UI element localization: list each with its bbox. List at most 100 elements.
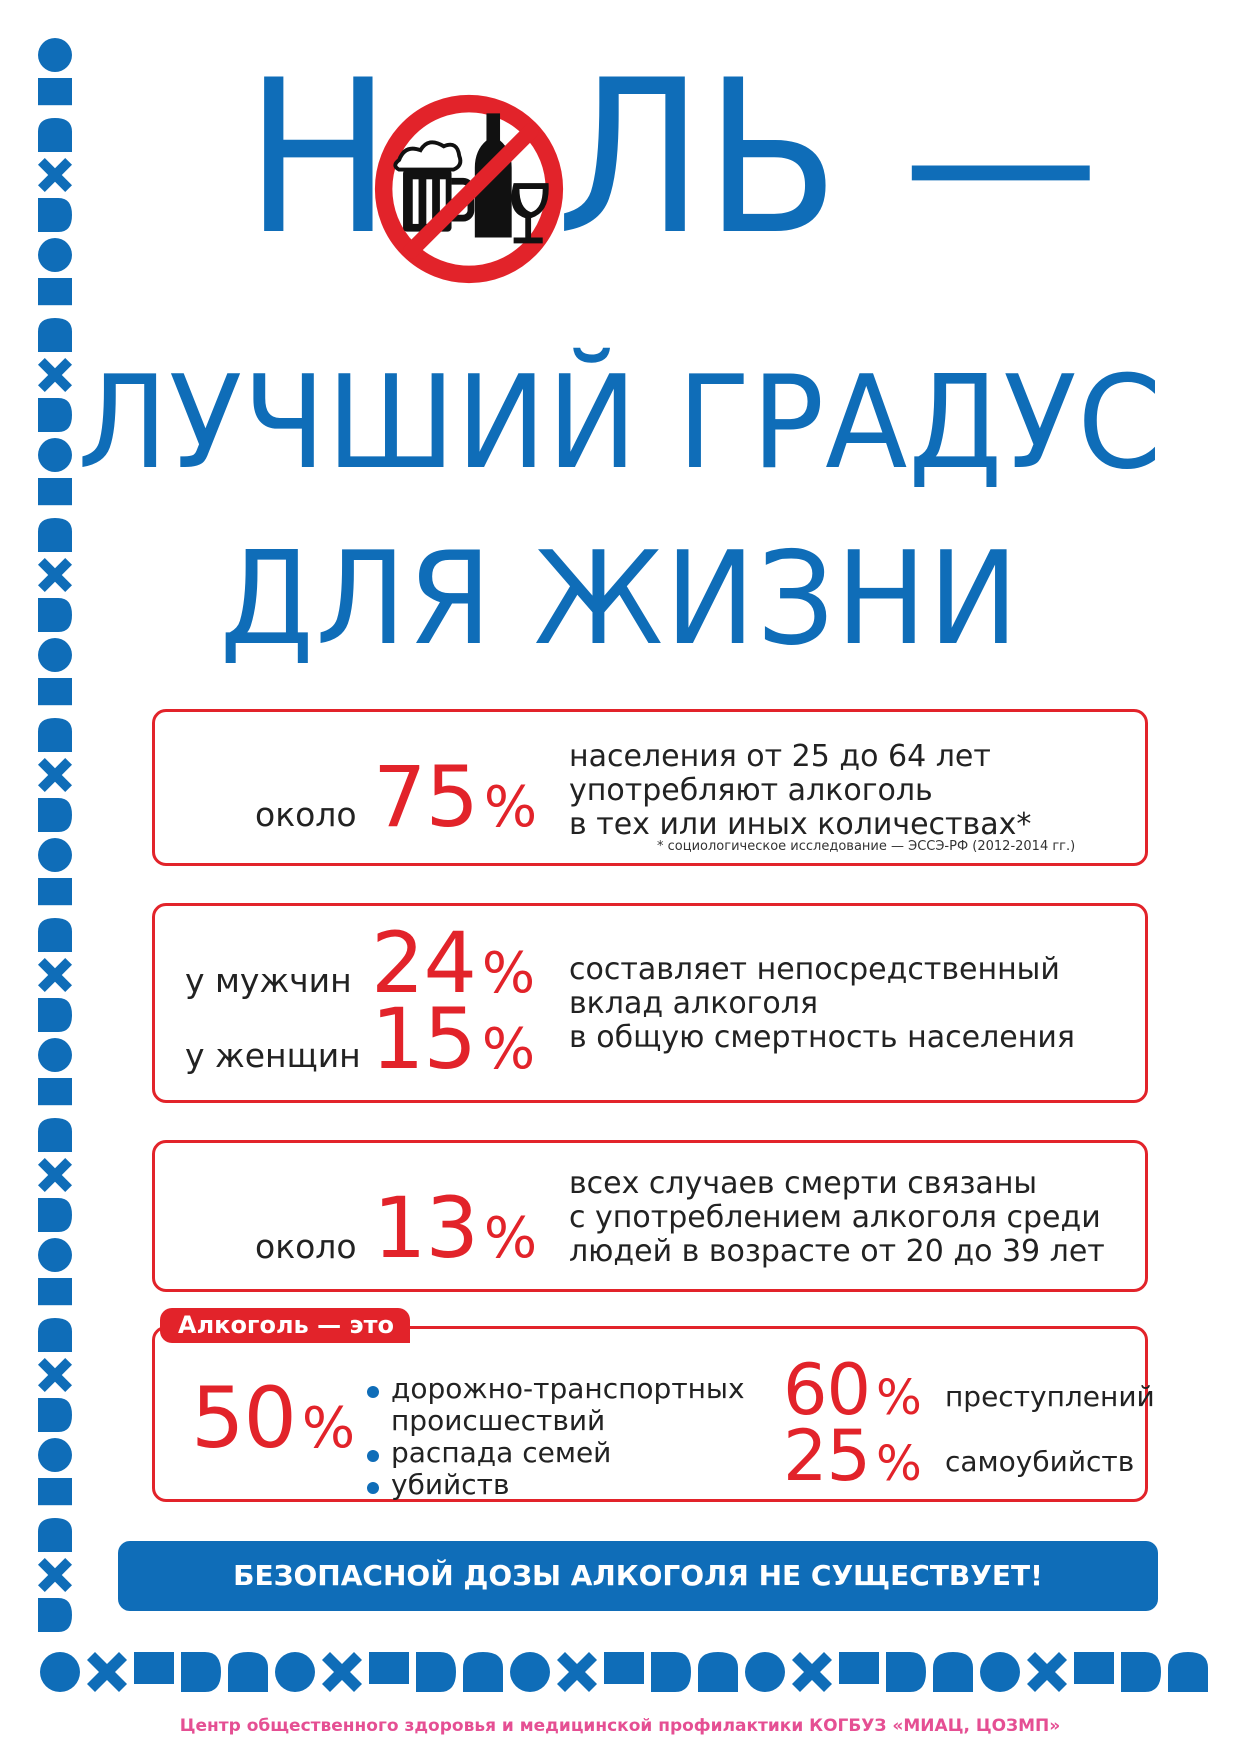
border-shape	[38, 958, 72, 992]
stat-box-alcohol-is: 50% дорожно-транспортных происшествий ра…	[152, 1326, 1155, 1502]
footer-organization: Центр общественного здоровья и медицинск…	[179, 1716, 1061, 1736]
border-shape	[38, 1118, 72, 1152]
stat-value: 13%	[373, 1179, 537, 1277]
border-shape	[463, 1652, 503, 1692]
border-shape	[134, 1652, 174, 1684]
stat-prefix: около	[255, 795, 357, 834]
border-shape	[38, 238, 72, 272]
border-shape	[38, 1358, 72, 1392]
border-shape	[886, 1652, 926, 1692]
title-rest: ЛЬ —	[556, 34, 1100, 281]
border-shape	[38, 1078, 72, 1106]
warning-banner: БЕЗОПАСНОЙ ДОЗЫ АЛКОГОЛЯ НЕ СУЩЕСТВУЕТ!	[118, 1541, 1158, 1611]
border-shape	[369, 1652, 409, 1684]
border-shape	[38, 478, 72, 506]
border-shape	[38, 678, 72, 706]
border-shape	[38, 878, 72, 906]
men-value: 24%	[371, 914, 535, 1012]
border-shape	[38, 758, 72, 792]
decorative-left-border	[38, 38, 72, 1632]
stat-description: составляет непосредственный вклад алкого…	[569, 952, 1075, 1055]
border-shape	[38, 718, 72, 752]
border-shape	[698, 1652, 738, 1692]
stat-box-mortality: у мужчин 24% у женщин 15% составляет неп…	[152, 903, 1148, 1103]
border-shape	[38, 1038, 72, 1072]
border-shape	[38, 1478, 72, 1506]
crimes-label: преступлений	[945, 1380, 1155, 1413]
border-shape	[40, 1652, 80, 1692]
border-shape	[38, 1158, 72, 1192]
border-shape	[38, 438, 72, 472]
border-shape	[1074, 1652, 1114, 1684]
border-shape	[745, 1652, 785, 1692]
stat-box-75: около 75% населения от 25 до 64 лет упот…	[152, 709, 1148, 866]
list-item: распада семей	[367, 1437, 745, 1469]
border-shape	[38, 38, 72, 72]
border-shape	[38, 78, 72, 106]
border-shape	[38, 358, 72, 392]
border-shape	[38, 1558, 72, 1592]
list-item: убийств	[367, 1469, 745, 1501]
stat-description: всех случаев смерти связаны с употреблен…	[569, 1166, 1105, 1269]
border-shape	[38, 278, 72, 306]
border-shape	[38, 118, 72, 152]
border-shape	[1121, 1652, 1161, 1692]
footnote: * социологическое исследование — ЭССЭ-РФ…	[657, 839, 1076, 854]
border-shape	[38, 398, 72, 432]
border-shape	[38, 638, 72, 672]
border-shape	[38, 918, 72, 952]
border-shape	[38, 998, 72, 1032]
wine-glass-icon	[511, 183, 549, 244]
stat-description: населения от 25 до 64 лет употребляют ал…	[569, 739, 1032, 842]
border-shape	[38, 1318, 72, 1352]
stat-box-13: около 13% всех случаев смерти связаны с …	[152, 1140, 1148, 1292]
title-line-1: Н ЛЬ —	[0, 52, 1240, 264]
border-shape	[933, 1652, 973, 1692]
border-shape	[38, 558, 72, 592]
border-shape	[38, 798, 72, 832]
border-shape	[38, 318, 72, 352]
border-shape	[604, 1652, 644, 1684]
border-shape	[1168, 1652, 1208, 1692]
stat-prefix: около	[255, 1227, 357, 1266]
stat-value: 75%	[373, 748, 537, 846]
border-shape	[181, 1652, 221, 1692]
border-shape	[87, 1652, 127, 1692]
decorative-bottom-border	[40, 1652, 1208, 1692]
suicides-value: 25%	[783, 1415, 922, 1497]
title-line-3: ДЛЯ ЖИЗНИ	[219, 525, 1021, 674]
border-shape	[38, 1238, 72, 1272]
border-shape	[792, 1652, 832, 1692]
border-shape	[38, 1278, 72, 1306]
title-letter-h: Н	[245, 34, 392, 281]
list-item-continued: происшествий	[391, 1404, 606, 1437]
title-line-2: ЛУЧШИЙ ГРАДУС	[77, 349, 1163, 498]
border-shape	[38, 1598, 72, 1632]
crimes-value: 60%	[783, 1349, 922, 1431]
border-shape	[557, 1652, 597, 1692]
border-shape	[980, 1652, 1020, 1692]
border-shape	[510, 1652, 550, 1692]
border-shape	[38, 198, 72, 232]
border-shape	[839, 1652, 879, 1684]
border-shape	[38, 1398, 72, 1432]
women-value: 15%	[371, 990, 535, 1088]
suicides-label: самоубийств	[945, 1445, 1135, 1478]
border-shape	[275, 1652, 315, 1692]
border-shape	[651, 1652, 691, 1692]
border-shape	[38, 1518, 72, 1552]
border-shape	[38, 1198, 72, 1232]
border-shape	[38, 1438, 72, 1472]
consequences-list: дорожно-транспортных происшествий распад…	[367, 1373, 745, 1501]
border-shape	[228, 1652, 268, 1692]
section-tag: Алкоголь — это	[160, 1308, 411, 1343]
border-shape	[38, 838, 72, 872]
left-value: 50%	[191, 1369, 355, 1467]
men-label: у мужчин	[185, 961, 352, 1000]
women-label: у женщин	[185, 1036, 361, 1075]
border-shape	[38, 158, 72, 192]
no-alcohol-sign-icon	[374, 94, 564, 284]
border-shape	[322, 1652, 362, 1692]
border-shape	[38, 518, 72, 552]
border-shape	[38, 598, 72, 632]
